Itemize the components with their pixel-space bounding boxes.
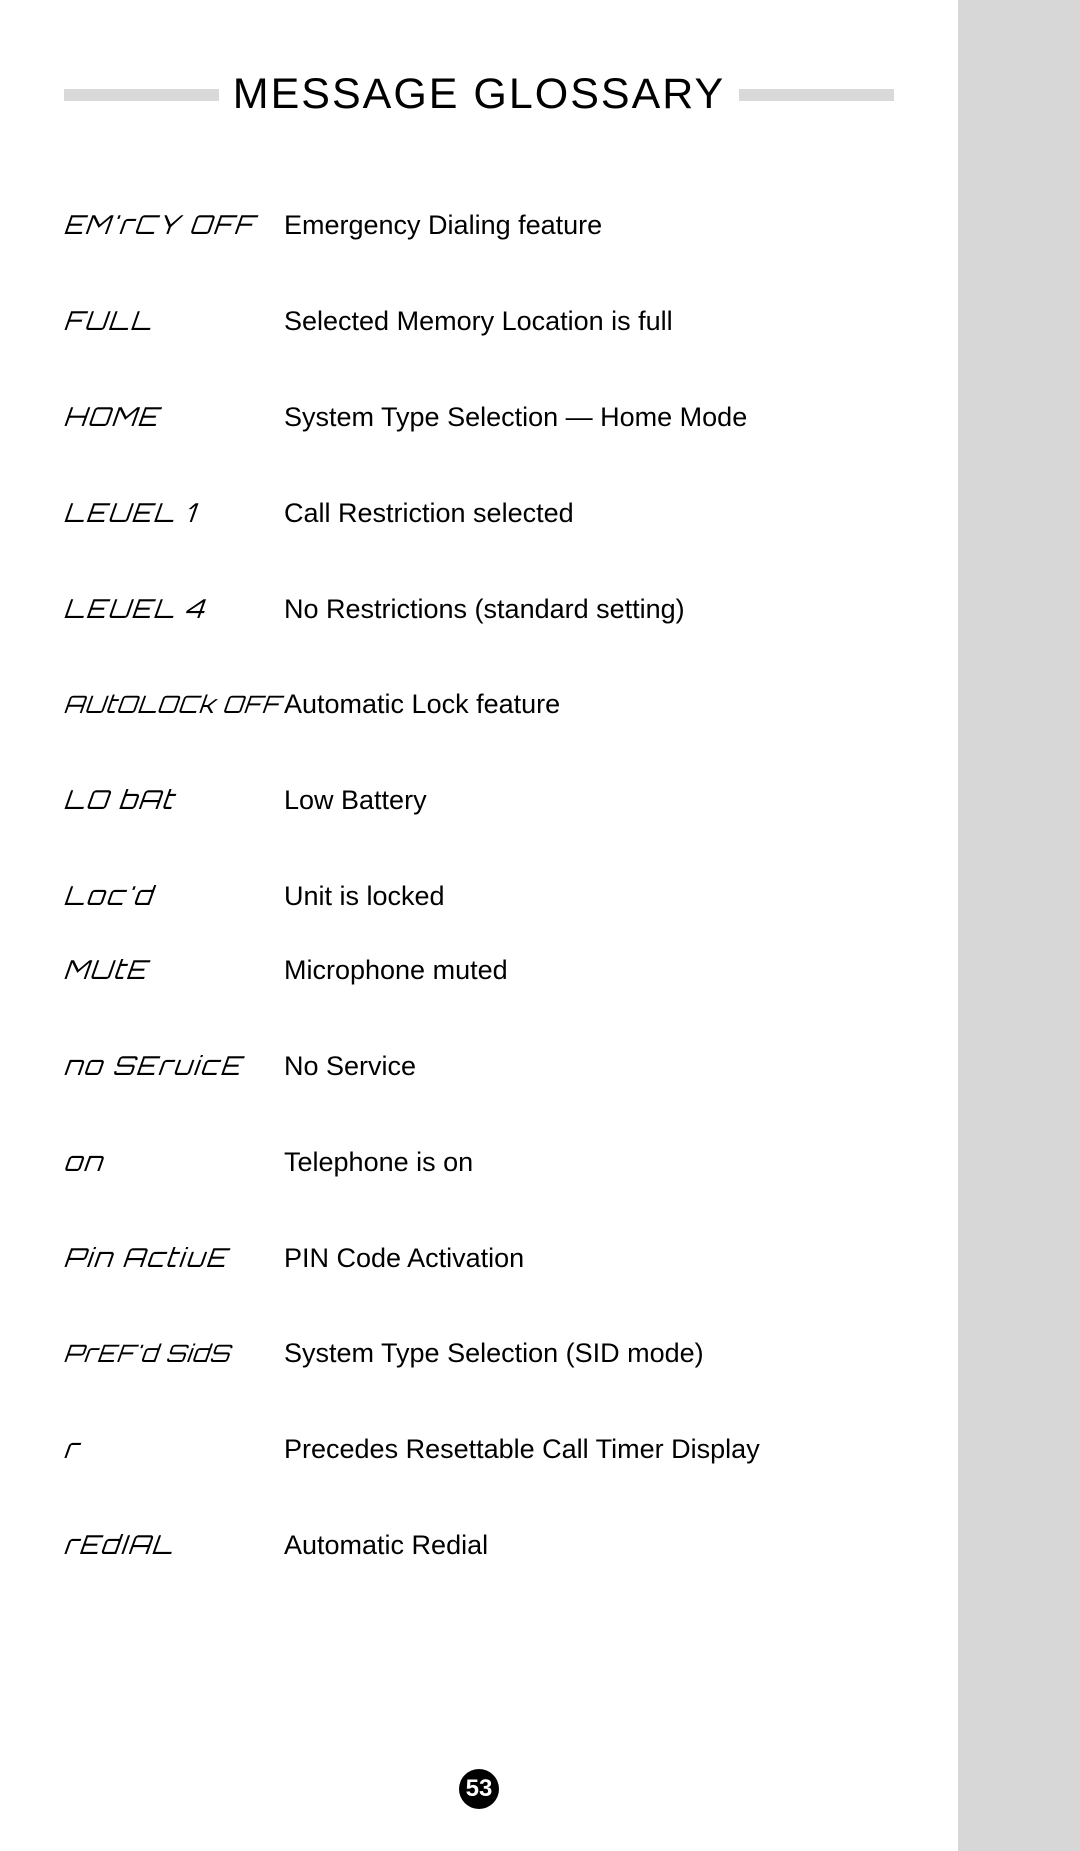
glossary-entry: PrEF'd SidSSystem Type Selection (SID mo… <box>64 1338 894 1369</box>
glossary-entry: no SEruicENo Service <box>64 1050 894 1082</box>
page-title: MESSAGE GLOSSARY <box>219 70 739 119</box>
page-number-badge: 53 <box>459 1769 499 1809</box>
glossary-entry: onTelephone is on <box>64 1146 894 1178</box>
glossary-entry: AUtOLOCk OFFAutomatic Lock feature <box>64 689 894 720</box>
glossary-code: MUtE <box>62 954 285 986</box>
glossary-entry: LEUEL 1Call Restriction selected <box>64 497 894 529</box>
glossary-entry: LEUEL 4No Restrictions (standard setting… <box>64 593 894 625</box>
glossary-code: PrEF'd SidS <box>62 1338 285 1368</box>
glossary-entry: HOMESystem Type Selection — Home Mode <box>64 401 894 433</box>
page: MESSAGE GLOSSARY EM'rCY OFFEmergency Dia… <box>0 0 958 1851</box>
glossary-description: System Type Selection (SID mode) <box>284 1338 704 1369</box>
glossary-description: Call Restriction selected <box>284 498 574 529</box>
glossary-description: No Service <box>284 1051 416 1082</box>
glossary-code: r <box>62 1433 285 1465</box>
glossary-description: Precedes Resettable Call Timer Display <box>284 1434 760 1465</box>
glossary-description: Automatic Lock feature <box>284 689 560 720</box>
glossary-code: HOME <box>62 401 285 433</box>
glossary-entry: MUtEMicrophone muted <box>64 954 894 986</box>
glossary-description: Emergency Dialing feature <box>284 210 602 241</box>
glossary-code: EM'rCY OFF <box>62 209 285 241</box>
title-rule-right <box>739 89 894 101</box>
glossary-code: FULL <box>62 305 285 337</box>
title-rule-left <box>64 89 219 101</box>
glossary-description: Telephone is on <box>284 1147 473 1178</box>
glossary-entry: LO bAtLow Battery <box>64 784 894 816</box>
glossary-entry: EM'rCY OFFEmergency Dialing feature <box>64 209 894 241</box>
glossary-code: AUtOLOCk OFF <box>62 689 285 719</box>
title-row: MESSAGE GLOSSARY <box>64 70 894 119</box>
glossary-description: Low Battery <box>284 785 427 816</box>
glossary-description: System Type Selection — Home Mode <box>284 402 747 433</box>
glossary-code: Pin ActiuE <box>62 1242 285 1274</box>
glossary-description: Microphone muted <box>284 955 508 986</box>
glossary-code: rEdIAL <box>62 1529 285 1561</box>
glossary-entry: FULLSelected Memory Location is full <box>64 305 894 337</box>
glossary-code: on <box>62 1146 285 1178</box>
glossary-entry: rEdIALAutomatic Redial <box>64 1529 894 1561</box>
glossary-code: Loc'd <box>62 880 285 912</box>
glossary-description: Unit is locked <box>284 881 445 912</box>
glossary-code: LO bAt <box>62 784 285 816</box>
glossary-list: EM'rCY OFFEmergency Dialing featureFULLS… <box>64 209 894 1561</box>
glossary-description: No Restrictions (standard setting) <box>284 594 685 625</box>
glossary-description: Automatic Redial <box>284 1530 488 1561</box>
glossary-code: no SEruicE <box>62 1050 285 1082</box>
glossary-entry: Loc'dUnit is locked <box>64 880 894 912</box>
glossary-entry: rPrecedes Resettable Call Timer Display <box>64 1433 894 1465</box>
right-sidebar <box>958 0 1080 1851</box>
glossary-description: PIN Code Activation <box>284 1243 524 1274</box>
glossary-entry: Pin ActiuEPIN Code Activation <box>64 1242 894 1274</box>
glossary-code: LEUEL 1 <box>62 497 285 529</box>
glossary-code: LEUEL 4 <box>62 593 285 625</box>
glossary-description: Selected Memory Location is full <box>284 306 673 337</box>
